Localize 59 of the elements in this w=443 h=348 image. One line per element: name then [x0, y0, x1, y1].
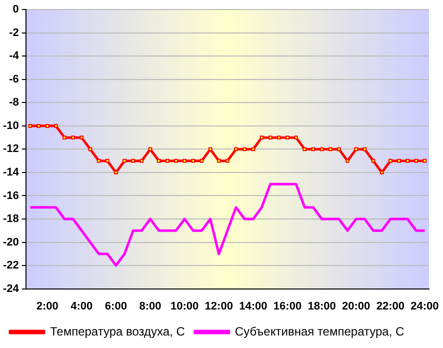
point [302, 147, 307, 152]
x-tick-label: 12:00 [204, 300, 233, 312]
y-tick-label: -10 [2, 120, 19, 132]
point [276, 136, 281, 140]
y-tick-label: -22 [2, 260, 19, 272]
point [191, 158, 196, 163]
point [156, 158, 161, 163]
point [260, 136, 264, 140]
point [286, 136, 290, 140]
y-tick-label: -6 [9, 73, 19, 86]
x-tick-label: 10:00 [170, 300, 199, 312]
y-tick-label: -14 [2, 166, 20, 178]
point [36, 124, 41, 128]
x-tick-label: 14:00 [239, 300, 268, 312]
y-tick-label: -24 [2, 282, 20, 295]
point [337, 147, 341, 152]
legend-label: Субъективная температура, С [234, 324, 404, 338]
y-tick-label: -20 [2, 236, 19, 248]
point [328, 147, 332, 152]
point [54, 124, 58, 128]
point [226, 158, 230, 163]
x-tick-label: 8:00 [139, 300, 162, 312]
point [414, 158, 418, 163]
point [28, 124, 32, 128]
x-tick-label: 6:00 [104, 300, 127, 312]
y-tick-label: -12 [2, 143, 19, 156]
point [105, 158, 110, 163]
point [242, 147, 247, 152]
y-tick-label: -2 [9, 26, 19, 39]
point [182, 158, 186, 163]
y-tick-label: -18 [2, 213, 19, 226]
y-tick-label: 0 [12, 4, 19, 16]
point [354, 147, 358, 152]
x-tick-label: 20:00 [342, 300, 370, 312]
point [268, 136, 272, 140]
point [397, 158, 401, 163]
point [388, 158, 392, 163]
point [122, 158, 126, 163]
y-tick-label: -8 [9, 96, 19, 109]
x-tick-label: 2:00 [36, 300, 58, 312]
x-tick-label: 22:00 [376, 300, 404, 312]
legend-label: Температура воздуха, С [50, 324, 186, 338]
point [166, 158, 170, 163]
y-tick-label: -4 [9, 50, 20, 62]
x-tick-label: 24:00 [410, 300, 439, 312]
x-tick-label: 18:00 [308, 300, 336, 312]
point [131, 158, 136, 163]
x-tick-label: 16:00 [273, 300, 302, 312]
point [71, 136, 75, 140]
point [234, 147, 238, 152]
point [174, 158, 178, 163]
x-tick-label: 4:00 [70, 300, 93, 312]
y-tick-label: -16 [2, 190, 19, 202]
point [294, 136, 298, 140]
point [216, 158, 221, 163]
point [62, 136, 66, 140]
point [406, 158, 410, 163]
point [45, 124, 50, 128]
point [80, 136, 84, 140]
